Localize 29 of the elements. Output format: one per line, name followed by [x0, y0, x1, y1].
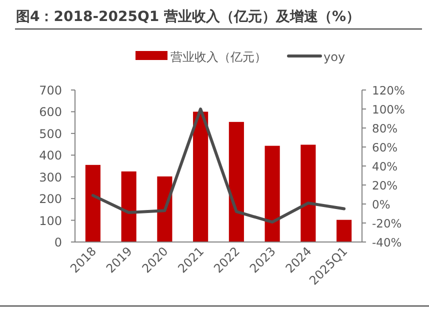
- y-tick-label: 400: [39, 148, 62, 163]
- y-tick-label: 0: [54, 236, 62, 250]
- bar: [121, 171, 136, 242]
- bar: [193, 112, 208, 242]
- bar: [264, 146, 280, 242]
- legend-label: yoy: [324, 50, 346, 64]
- y2-tick-label: 120%: [372, 84, 405, 98]
- y2-tick-label: -20%: [372, 216, 402, 230]
- y-tick-label: 700: [39, 84, 62, 98]
- bar: [228, 122, 244, 242]
- y-tick-label: 300: [39, 170, 62, 184]
- y2-tick-label: 100%: [372, 102, 405, 116]
- y-tick-label: 500: [39, 126, 62, 141]
- y2-tick-label: -40%: [372, 236, 402, 250]
- bar: [300, 144, 316, 242]
- y2-tick-label: 60%: [372, 140, 398, 154]
- chart-title: 图4：2018-2025Q1 营业收入（亿元）及增速（%）: [16, 9, 360, 25]
- bar: [157, 176, 172, 242]
- y-tick-label: 600: [39, 105, 62, 120]
- y-tick-label: 100: [39, 214, 62, 228]
- bar: [85, 164, 100, 242]
- y2-tick-label: 40%: [372, 160, 398, 174]
- legend-label: 营业收入（亿元）: [170, 50, 266, 64]
- y2-tick-label: 20%: [372, 178, 398, 192]
- y-tick-label: 200: [39, 192, 62, 206]
- y2-tick-label: 0%: [372, 198, 390, 212]
- y2-tick-label: 80%: [372, 122, 398, 136]
- line-series: [91, 108, 346, 224]
- bar: [336, 220, 352, 242]
